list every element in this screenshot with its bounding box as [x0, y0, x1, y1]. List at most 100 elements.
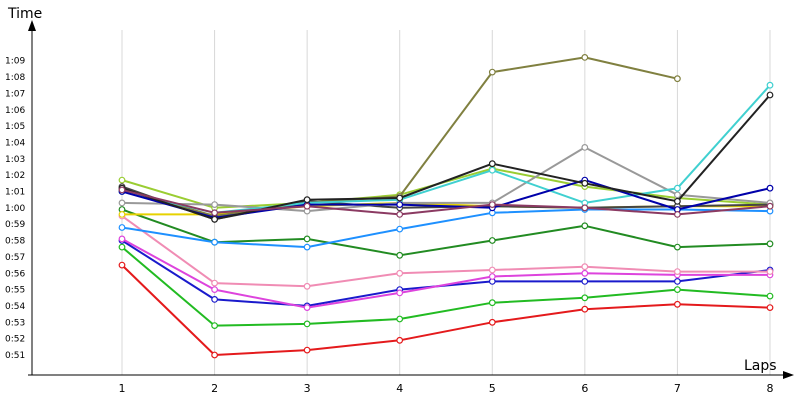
y-tick-label: 0:53	[5, 318, 25, 328]
x-tick-label: 8	[766, 382, 773, 395]
data-point	[118, 210, 126, 218]
series-7	[118, 206, 774, 251]
data-point	[766, 184, 774, 192]
data-point	[488, 201, 496, 209]
data-point	[581, 294, 589, 302]
y-tick-label: 0:56	[5, 269, 25, 279]
data-point	[211, 201, 219, 209]
y-tick-label: 0:51	[5, 351, 25, 361]
data-point	[674, 210, 681, 218]
series-1	[118, 261, 774, 359]
y-tick-label: 1:05	[5, 122, 25, 132]
series-line	[121, 246, 771, 327]
data-point	[303, 202, 311, 210]
data-point	[118, 176, 126, 184]
data-point	[396, 225, 404, 233]
y-tick-label: 1:00	[5, 204, 25, 214]
data-point	[766, 202, 774, 210]
y-tick-label: 1:08	[5, 73, 25, 83]
data-point	[303, 320, 311, 328]
series-16	[118, 186, 774, 218]
data-point	[581, 263, 589, 271]
data-point	[581, 143, 589, 151]
data-point	[118, 224, 126, 231]
data-point	[118, 261, 126, 269]
data-point	[211, 279, 219, 287]
data-point	[211, 238, 219, 246]
data-point	[396, 194, 404, 202]
data-point	[488, 273, 496, 280]
data-point	[211, 322, 219, 330]
series-line	[121, 188, 771, 216]
data-point	[118, 199, 126, 207]
data-point	[303, 282, 311, 290]
series-2	[118, 243, 774, 330]
data-point	[118, 243, 126, 251]
y-tick-label: 1:04	[5, 138, 25, 148]
y-axis-label: Time	[7, 6, 42, 22]
data-point	[303, 196, 311, 204]
data-point	[118, 235, 126, 243]
axes: Time Laps	[7, 6, 794, 379]
data-point	[674, 243, 681, 251]
data-point	[674, 268, 681, 276]
data-point	[766, 304, 774, 312]
series-line	[121, 208, 771, 257]
y-tick-label: 1:07	[5, 89, 25, 99]
y-ticks: 0:51 0:52 0:53 0:54 0:55 0:56 0:57 0:58 0:59 1:00…	[5, 57, 25, 361]
y-axis-arrow-icon	[28, 20, 36, 31]
data-point	[674, 191, 681, 199]
series-group	[118, 54, 774, 359]
data-point	[396, 315, 404, 323]
y-tick-label: 0:54	[5, 302, 25, 312]
data-point	[396, 269, 404, 277]
data-point	[488, 237, 496, 244]
data-point	[581, 278, 589, 285]
x-axis-arrow-icon	[783, 371, 794, 379]
data-point	[488, 318, 496, 326]
data-point	[396, 289, 404, 297]
series-line	[121, 208, 771, 249]
data-point	[396, 201, 404, 209]
data-point	[488, 166, 496, 174]
data-point	[211, 209, 219, 217]
data-point	[674, 300, 681, 308]
data-point	[118, 186, 126, 194]
data-point	[488, 68, 496, 76]
data-point	[211, 351, 219, 359]
series-line	[121, 94, 771, 221]
data-point	[581, 305, 589, 313]
y-tick-label: 1:09	[5, 57, 25, 67]
data-point	[211, 215, 219, 223]
y-tick-label: 0:55	[5, 286, 25, 296]
y-tick-label: 1:02	[5, 171, 25, 181]
x-tick-label: 1	[119, 382, 126, 395]
y-tick-label: 1:03	[5, 155, 25, 165]
data-point	[674, 197, 681, 205]
y-tick-label: 1:01	[5, 188, 25, 198]
y-tick-label: 0:52	[5, 335, 25, 345]
series-line	[121, 146, 771, 213]
data-point	[766, 292, 774, 300]
data-point	[581, 204, 589, 212]
x-ticks: 1 2 3 4 5 6 7 8	[119, 382, 774, 395]
data-point	[488, 299, 496, 307]
x-tick-label: 6	[581, 382, 588, 395]
data-point	[581, 54, 589, 61]
series-line	[121, 215, 770, 288]
data-point	[766, 81, 774, 89]
x-axis-label: Laps	[744, 358, 777, 374]
series-line	[121, 238, 770, 309]
series-line	[121, 264, 771, 356]
data-point	[581, 179, 589, 187]
series-11	[118, 143, 774, 215]
y-tick-label: 0:58	[5, 237, 25, 247]
series-line	[121, 84, 771, 214]
x-tick-label: 4	[396, 382, 403, 395]
data-point	[581, 269, 589, 277]
data-point	[211, 286, 219, 294]
data-point	[211, 296, 219, 303]
data-point	[674, 184, 681, 192]
data-point	[303, 243, 311, 251]
